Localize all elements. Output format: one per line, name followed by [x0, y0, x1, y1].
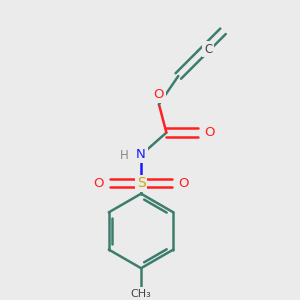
Text: N: N [136, 148, 146, 161]
Text: O: O [178, 177, 189, 190]
Text: O: O [204, 126, 214, 139]
Text: H: H [120, 149, 129, 162]
Text: O: O [93, 177, 104, 190]
Text: O: O [154, 88, 164, 101]
Text: CH₃: CH₃ [131, 289, 152, 299]
Text: S: S [137, 176, 146, 190]
Text: C: C [204, 43, 212, 56]
